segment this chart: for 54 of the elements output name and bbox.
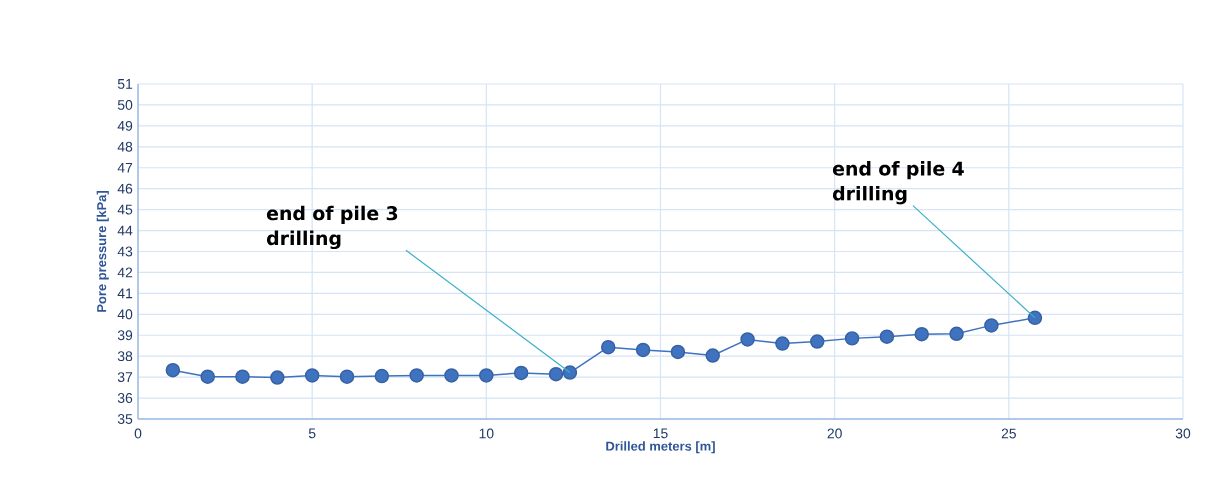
point [165,362,181,378]
point [670,344,686,360]
point [1027,310,1043,326]
annotation: end of pile 3 drilling [266,205,398,250]
point [304,368,320,383]
y-tick-label: 40 [117,309,133,320]
y-tick-label: 48 [117,141,133,152]
point [809,334,825,349]
x-tick-label: 20 [827,428,842,439]
y-tick-label: 49 [117,120,133,131]
point [513,365,529,381]
x-tick-label: 0 [134,428,142,439]
y-tick-label: 42 [117,267,133,278]
point [705,348,720,363]
point [600,339,616,355]
y-tick-label: 39 [117,330,133,341]
x-tick-label: 15 [653,428,668,439]
point [235,369,250,384]
y-tick-label: 35 [117,414,133,424]
x-tick-label: 10 [479,428,494,439]
point [775,336,790,351]
point [635,342,651,358]
y-tick-label: 44 [117,225,133,236]
point [949,326,964,342]
point [562,365,578,380]
y-tick-label: 43 [117,246,133,257]
point [548,366,564,382]
x-axis-title: Drilled meters [m] [606,441,715,454]
point [200,369,215,384]
point [479,368,494,383]
y-tick-label: 51 [117,79,133,89]
point [444,368,459,383]
annotation: end of pile 4 drilling [832,161,964,205]
point [339,369,355,384]
point [879,329,895,344]
point [740,332,755,347]
point [984,318,999,333]
y-tick-label: 41 [117,288,133,299]
y-tick-label: 37 [117,372,133,383]
y-tick-label: 38 [117,351,133,362]
x-tick-label: 30 [1175,428,1191,439]
point [844,331,860,346]
point [374,368,390,384]
y-axis-title: Pore pressure [kPa] [96,191,109,312]
y-tick-label: 45 [117,204,133,215]
point [409,368,424,383]
y-tick-label: 47 [117,162,133,173]
x-tick-label: 25 [1001,428,1016,439]
point [270,370,285,385]
y-tick-label: 50 [117,99,133,110]
y-tick-label: 46 [117,183,133,194]
point [914,326,929,342]
y-tick-label: 36 [117,393,133,403]
x-tick-label: 5 [308,428,316,439]
